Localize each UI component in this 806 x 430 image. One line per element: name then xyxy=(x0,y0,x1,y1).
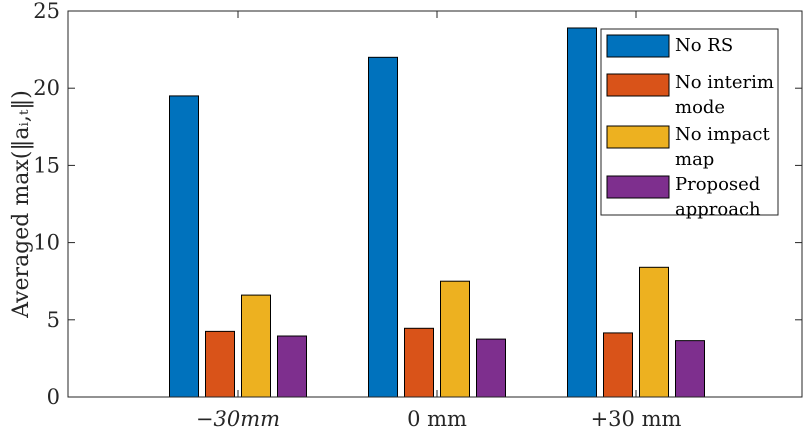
bar-0-1 xyxy=(368,56,398,398)
x-tick-label: 0 mm xyxy=(407,407,467,430)
legend-swatch-1 xyxy=(606,73,670,97)
bar-1-2 xyxy=(603,332,633,398)
legend-label-1: mode xyxy=(675,97,725,118)
legend-label-3: approach xyxy=(675,199,761,220)
bar-0-0 xyxy=(169,95,199,398)
y-tick-label: 5 xyxy=(47,308,60,332)
y-tick-label: 25 xyxy=(33,0,60,23)
x-axis-ticks: −30mm 0 mm +30 mm xyxy=(196,11,682,430)
bar-3-2 xyxy=(675,340,705,398)
x-tick-label: +30 mm xyxy=(591,407,682,430)
bar-2-2 xyxy=(639,266,669,398)
legend-label-2: No impact xyxy=(675,124,770,145)
legend-swatch-3 xyxy=(606,175,670,199)
y-tick-label: 20 xyxy=(33,76,60,100)
y-axis-label: Averaged max(‖aᵢ,ₜ‖) xyxy=(9,90,34,319)
plot-frame xyxy=(67,10,803,398)
y-axis-ticks: 0 5 10 15 20 25 xyxy=(33,0,802,409)
x-tick-label: −30mm xyxy=(196,407,280,430)
bar-3-0 xyxy=(277,335,307,398)
bar-1-1 xyxy=(404,327,434,398)
legend-label-1: No interim xyxy=(675,72,774,93)
axes xyxy=(67,10,803,398)
bar-0-2 xyxy=(567,27,597,398)
legend-swatch-0 xyxy=(606,34,670,58)
y-tick-label: 0 xyxy=(47,385,60,409)
legend-items: No RS No interim mode No impact map Proposed a… xyxy=(606,34,774,220)
legend-label-3: Proposed xyxy=(675,174,760,195)
legend: No RS No interim mode No impact map Proposed a… xyxy=(600,28,779,220)
bar-1-0 xyxy=(205,330,235,398)
y-tick-label: 10 xyxy=(33,231,60,255)
legend-label-0: No RS xyxy=(675,35,733,56)
bar-2-0 xyxy=(241,294,271,398)
legend-swatch-2 xyxy=(606,125,670,149)
bar-3-1 xyxy=(476,338,506,398)
legend-label-2: map xyxy=(675,149,714,170)
y-tick-label: 15 xyxy=(33,153,60,177)
bar-2-1 xyxy=(440,280,470,398)
